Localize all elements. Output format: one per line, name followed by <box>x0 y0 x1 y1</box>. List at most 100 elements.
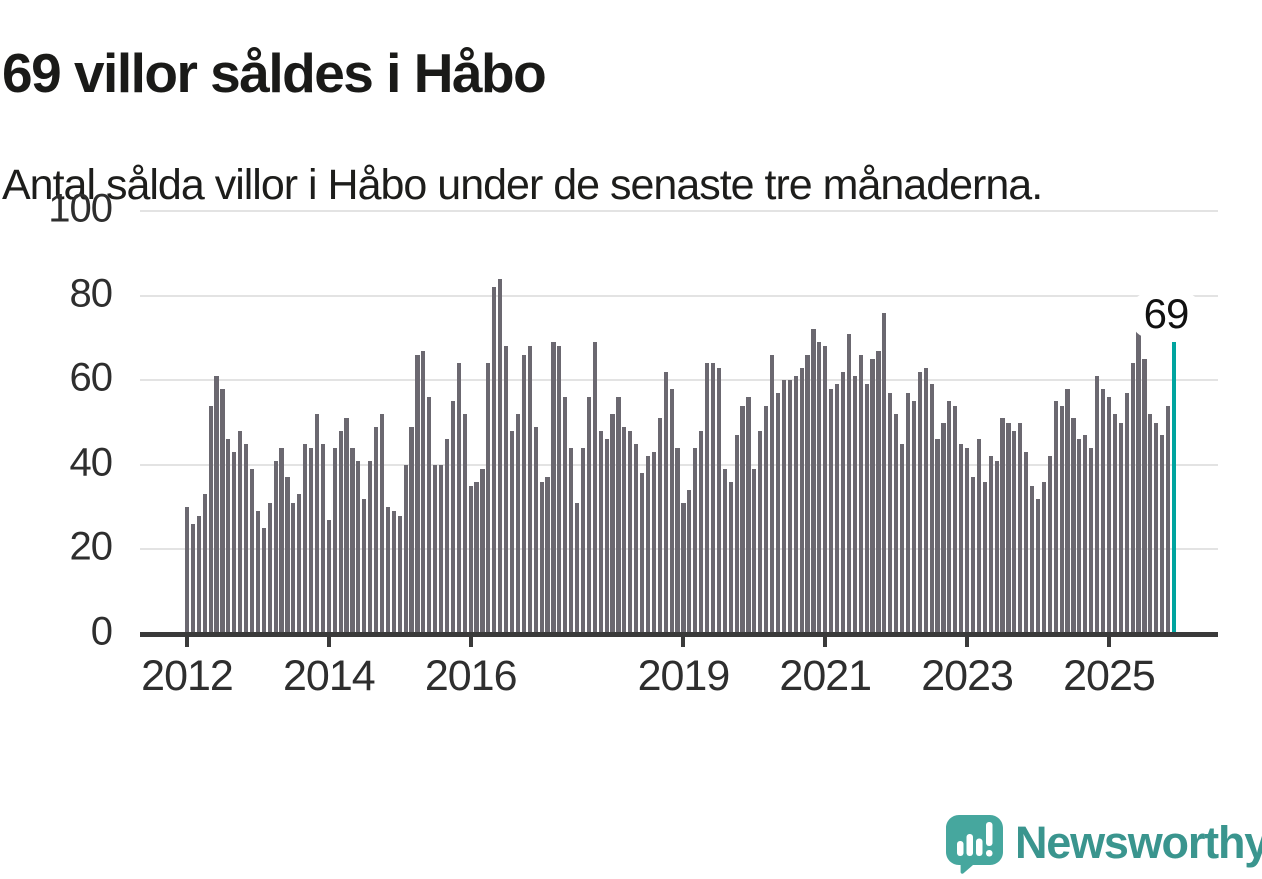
bar <box>598 430 603 634</box>
bar <box>202 494 207 634</box>
bar <box>752 469 757 634</box>
bar <box>1130 363 1135 634</box>
bar <box>746 397 751 634</box>
y-axis-label-20: 20 <box>69 525 114 570</box>
bar <box>888 392 893 634</box>
bar <box>208 405 213 634</box>
bar <box>474 481 479 634</box>
bar <box>1024 452 1029 634</box>
bar <box>604 439 609 634</box>
bar <box>628 430 633 634</box>
bar <box>332 447 337 634</box>
bar <box>486 363 491 634</box>
gridline-80 <box>140 294 1218 297</box>
bar <box>551 342 556 634</box>
bar <box>764 405 769 634</box>
gridline-60 <box>140 379 1218 382</box>
bar <box>480 469 485 634</box>
y-axis-label-0: 0 <box>90 609 113 654</box>
y-axis-label-60: 60 <box>69 355 114 400</box>
x-axis-label-2025: 2025 <box>1063 652 1156 700</box>
bar <box>805 354 810 634</box>
bar <box>249 469 255 634</box>
bar <box>923 367 928 634</box>
bar <box>1160 435 1165 634</box>
bar <box>829 388 834 634</box>
bar <box>1100 388 1106 634</box>
bar <box>1018 422 1023 634</box>
bar <box>362 498 367 634</box>
bar <box>994 460 999 634</box>
bar <box>976 439 982 634</box>
bar <box>1165 405 1171 634</box>
bar <box>681 502 686 634</box>
bar <box>959 443 964 634</box>
bar <box>1148 414 1153 634</box>
bar <box>238 430 243 634</box>
x-axis-tick-2014 <box>326 636 331 647</box>
bar <box>610 414 615 634</box>
bar <box>1112 414 1117 634</box>
bar <box>1000 418 1005 634</box>
bar <box>1077 439 1082 634</box>
bar <box>539 481 544 634</box>
bar <box>569 447 574 634</box>
bar <box>350 447 355 634</box>
bar <box>498 278 503 634</box>
bar <box>444 439 450 634</box>
bar <box>190 524 195 634</box>
bar <box>651 452 656 634</box>
bar <box>586 397 591 634</box>
bar <box>557 346 562 634</box>
bar <box>769 354 775 634</box>
bar <box>303 443 308 634</box>
bar <box>267 502 272 634</box>
bar <box>533 426 538 634</box>
x-axis-label-2012: 2012 <box>141 652 234 700</box>
bar <box>450 401 456 634</box>
logo-exclamation-dot <box>986 850 993 857</box>
bar <box>427 397 432 634</box>
bar <box>504 346 509 634</box>
bar <box>309 447 314 634</box>
bar <box>982 481 987 634</box>
bar <box>320 443 326 634</box>
bar <box>929 384 934 634</box>
bar <box>970 477 976 634</box>
bar <box>622 426 627 634</box>
bar <box>521 354 526 634</box>
bar <box>1154 422 1159 634</box>
x-axis-label-2019: 2019 <box>637 652 731 700</box>
logo-exclamation-bar <box>986 822 993 846</box>
y-axis-label-40: 40 <box>69 440 114 485</box>
bar <box>1053 401 1058 634</box>
bar <box>823 346 828 634</box>
bar <box>356 460 361 634</box>
bar <box>232 452 237 634</box>
bar <box>1059 405 1064 634</box>
bar <box>563 397 568 634</box>
bar <box>846 333 851 634</box>
bar <box>368 460 373 634</box>
gridline-100 <box>140 210 1218 212</box>
bar <box>988 456 993 634</box>
bar <box>716 367 721 634</box>
x-axis-tick-2012 <box>185 636 189 647</box>
bar <box>580 447 586 634</box>
bar <box>645 456 651 634</box>
bar <box>817 342 822 634</box>
bar <box>858 354 863 634</box>
bar <box>1106 397 1112 634</box>
bar <box>515 414 521 634</box>
bar <box>864 384 869 634</box>
bar <box>1030 485 1035 634</box>
bar <box>409 426 414 634</box>
bar <box>616 397 621 634</box>
x-axis-label-2021: 2021 <box>779 652 872 700</box>
bar <box>728 481 733 634</box>
bar <box>870 359 875 634</box>
bar <box>840 371 846 634</box>
bar <box>1124 392 1129 634</box>
bar <box>344 418 349 634</box>
bar <box>415 354 420 634</box>
